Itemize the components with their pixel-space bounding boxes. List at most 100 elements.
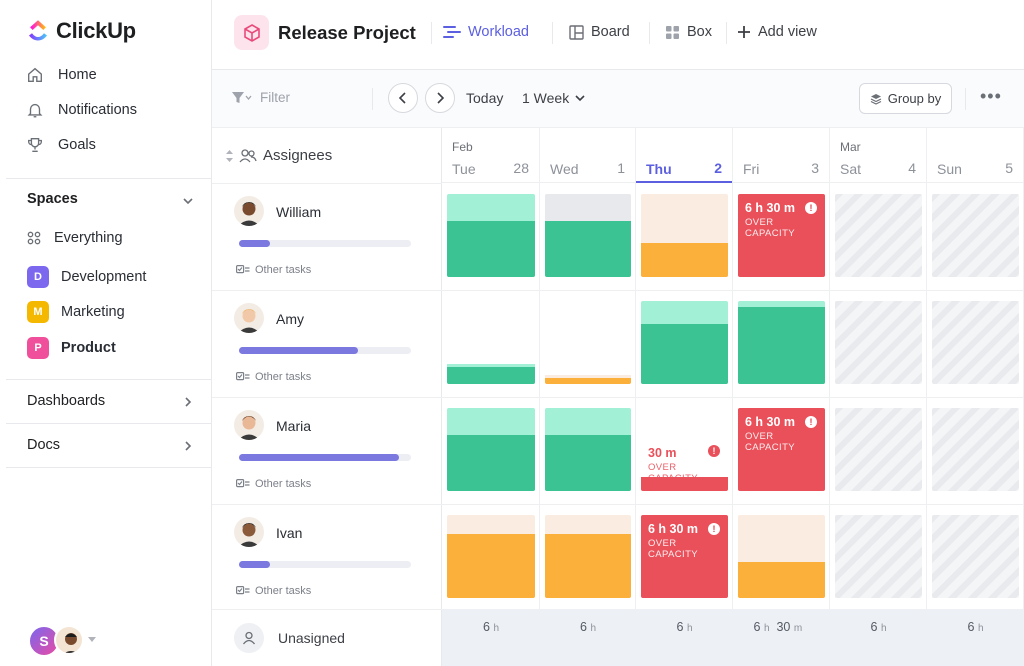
cube-icon xyxy=(243,23,260,42)
block-fill xyxy=(641,324,728,384)
dashboards-link[interactable]: Dashboards xyxy=(27,393,106,409)
workload-block[interactable] xyxy=(447,194,535,277)
day-header: Sun 5 xyxy=(927,128,1024,183)
other-tasks-label: Other tasks xyxy=(255,478,312,490)
chevron-down-icon[interactable] xyxy=(181,194,195,208)
day-header: Feb Tue 28 xyxy=(442,128,540,183)
filter-button[interactable]: Filter xyxy=(232,90,290,105)
capacity-bar xyxy=(239,347,411,354)
workload-block[interactable] xyxy=(545,194,631,277)
chevron-right-icon[interactable] xyxy=(181,395,195,409)
space-marketing[interactable]: M Marketing xyxy=(27,301,125,323)
weekend-cell xyxy=(932,515,1019,598)
other-tasks-link[interactable]: Other tasks xyxy=(236,264,311,276)
teammate-avatar[interactable] xyxy=(54,625,84,655)
day-number: 4 xyxy=(908,160,916,176)
tab-board[interactable]: Board xyxy=(569,24,630,40)
month-label: Feb xyxy=(452,140,473,154)
add-view-button[interactable]: Add view xyxy=(738,24,817,40)
person-avatar[interactable] xyxy=(234,410,264,440)
total-h-value: 6 xyxy=(676,620,684,634)
person-avatar[interactable] xyxy=(234,517,264,547)
row-divider xyxy=(442,290,1024,291)
people-icon xyxy=(239,148,257,162)
capacity-bar xyxy=(239,240,411,247)
workload-block[interactable] xyxy=(545,301,631,384)
nav-home[interactable]: Home xyxy=(26,66,97,84)
workload-block[interactable] xyxy=(545,515,631,598)
toolbar: Filter Today 1 Week Group by ••• xyxy=(212,70,1024,128)
space-development[interactable]: D Development xyxy=(27,266,146,288)
workload-block[interactable] xyxy=(738,301,825,384)
workload-block[interactable] xyxy=(641,301,728,384)
total-h-value: 6 xyxy=(483,620,490,634)
range-dropdown[interactable]: 1 Week xyxy=(522,90,585,106)
workload-block[interactable] xyxy=(447,301,535,384)
day-name: Thu xyxy=(646,161,672,177)
capacity-bar-fill xyxy=(239,240,270,247)
assignee-row[interactable]: Amy Other tasks xyxy=(212,290,442,397)
person-avatar[interactable] xyxy=(234,196,264,226)
nav-goals-label: Goals xyxy=(58,137,96,153)
group-by-button[interactable]: Group by xyxy=(859,83,952,114)
chevron-down-icon xyxy=(575,95,585,102)
unassigned-row[interactable]: Unasigned xyxy=(234,623,345,653)
assignee-row[interactable]: William Other tasks xyxy=(212,183,442,290)
day-number: 28 xyxy=(513,160,529,176)
person-name: William xyxy=(276,204,322,220)
assignee-row[interactable]: Ivan Other tasks xyxy=(212,504,442,611)
person-avatar-icon xyxy=(234,517,264,547)
docs-link[interactable]: Docs xyxy=(27,437,61,453)
today-button[interactable]: Today xyxy=(466,90,504,106)
clickup-logo[interactable]: ClickUp xyxy=(26,18,136,44)
workload-block[interactable] xyxy=(545,408,631,491)
over-capacity-block[interactable]: 6 h 30 m OVER CAPACITY! xyxy=(738,408,825,491)
over-capacity-block[interactable]: 6 h 30 m OVER CAPACITY! xyxy=(738,194,825,277)
space-everything[interactable]: Everything xyxy=(27,230,123,246)
day-column xyxy=(540,183,636,666)
hours-label: 6 h 30 m xyxy=(745,201,796,215)
space-product[interactable]: P Product xyxy=(27,337,116,359)
weekend-cell xyxy=(835,515,922,598)
person-avatar[interactable] xyxy=(234,303,264,333)
weekend-cell xyxy=(835,408,922,491)
space-development-label: Development xyxy=(61,269,147,285)
workload-block[interactable] xyxy=(641,194,728,277)
nav-goals[interactable]: Goals xyxy=(26,136,96,154)
other-tasks-label: Other tasks xyxy=(255,371,312,383)
block-fill xyxy=(447,435,535,491)
unassigned-avatar xyxy=(234,623,264,653)
assignees-header[interactable]: Assignees xyxy=(226,147,332,164)
total-hours: 6 h xyxy=(580,620,596,634)
next-week-button[interactable] xyxy=(425,83,455,113)
tab-box[interactable]: Box xyxy=(665,24,712,40)
total-hours: 6 h xyxy=(968,620,984,634)
tab-workload-label: Workload xyxy=(468,24,529,40)
space-marketing-label: Marketing xyxy=(61,304,125,320)
spaces-header[interactable]: Spaces xyxy=(27,191,78,207)
home-icon xyxy=(28,67,42,82)
checklist-icon xyxy=(236,586,250,595)
day-header: Fri 3 xyxy=(733,128,830,183)
unit-h: h xyxy=(977,623,984,634)
prev-week-button[interactable] xyxy=(388,83,418,113)
tab-workload[interactable]: Workload xyxy=(443,24,529,40)
more-options-icon[interactable]: ••• xyxy=(980,86,1002,106)
alert-icon: ! xyxy=(708,445,720,457)
assignee-row[interactable]: Maria Other tasks xyxy=(212,397,442,504)
chevron-right-icon[interactable] xyxy=(181,439,195,453)
caret-down-icon[interactable] xyxy=(88,637,96,643)
other-tasks-link[interactable]: Other tasks xyxy=(236,585,311,597)
workload-block[interactable] xyxy=(738,515,825,598)
workload-block[interactable] xyxy=(447,515,535,598)
nav-notifications[interactable]: Notifications xyxy=(26,101,137,119)
workload-block[interactable] xyxy=(447,408,535,491)
other-tasks-link[interactable]: Other tasks xyxy=(236,371,311,383)
block-fill xyxy=(447,221,535,277)
other-tasks-link[interactable]: Other tasks xyxy=(236,478,311,490)
unit-m: m xyxy=(793,623,803,634)
header-divider xyxy=(649,22,650,44)
trophy-icon xyxy=(28,138,42,152)
over-capacity-block[interactable]: 6 h 30 m OVER CAPACITY! xyxy=(641,515,728,598)
